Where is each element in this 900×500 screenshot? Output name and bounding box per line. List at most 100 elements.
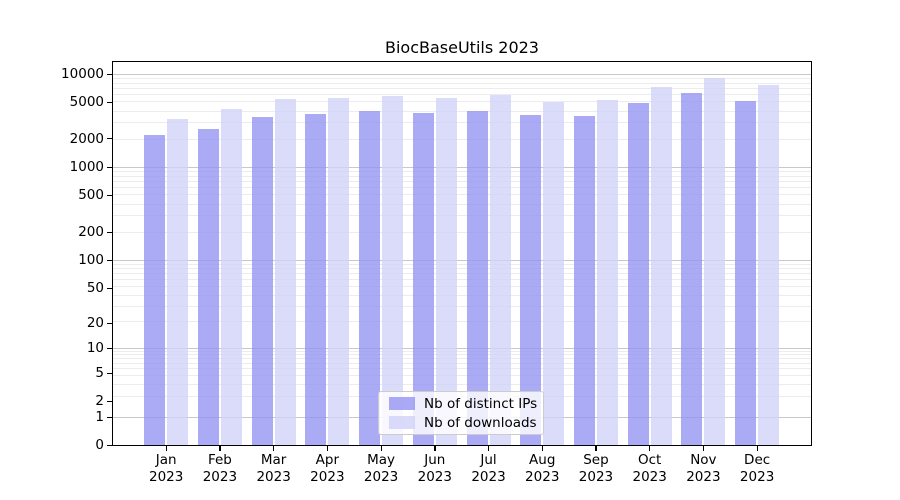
x-tick-label-may: May 2023 <box>363 452 399 485</box>
bar-downloads-aug <box>543 102 565 445</box>
y-tick-mark <box>107 231 113 233</box>
minor-gridline <box>113 180 811 182</box>
x-tick-label-feb: Feb 2023 <box>202 452 238 485</box>
minor-gridline <box>113 138 811 140</box>
x-tick-mark <box>380 446 382 451</box>
legend-label-downloads: Nb of downloads <box>424 414 537 431</box>
y-tick-label: 5 <box>95 365 104 381</box>
x-tick-label-apr: Apr 2023 <box>310 452 345 485</box>
minor-gridline <box>113 215 811 217</box>
bar-distinct-ips-mar <box>251 116 273 445</box>
minor-gridline <box>113 82 811 84</box>
bar-distinct-ips-feb <box>197 129 219 445</box>
minor-gridline <box>113 350 811 352</box>
y-tick-label: 200 <box>78 224 104 240</box>
x-tick-mark <box>165 446 167 451</box>
minor-gridline <box>113 279 811 281</box>
x-tick-mark <box>488 446 490 451</box>
minor-gridline <box>113 77 811 79</box>
chart-title: BiocBaseUtils 2023 <box>385 38 539 57</box>
bar-distinct-ips-jan <box>144 135 166 445</box>
y-tick-mark <box>107 138 113 140</box>
x-tick-label-jul: Jul 2023 <box>471 452 506 485</box>
bar-downloads-mar <box>274 98 296 445</box>
bar-downloads-feb <box>220 109 242 445</box>
y-tick-mark <box>107 194 113 196</box>
bar-distinct-ips-nov <box>681 93 703 445</box>
bar-downloads-oct <box>650 87 672 445</box>
y-tick-mark <box>107 101 113 103</box>
bar-distinct-ips-apr <box>305 114 327 445</box>
minor-gridline <box>113 175 811 177</box>
y-tick-label: 10000 <box>61 66 104 82</box>
bar-downloads-jul <box>489 95 511 445</box>
minor-gridline <box>113 374 811 376</box>
x-tick-label-nov: Nov 2023 <box>686 452 721 485</box>
minor-gridline <box>113 203 811 205</box>
x-tick-label-mar: Mar 2023 <box>256 452 291 485</box>
y-tick-label: 1000 <box>69 159 104 175</box>
minor-gridline <box>113 354 811 356</box>
y-tick-mark <box>107 400 113 402</box>
y-tick-label: 0 <box>95 437 104 453</box>
x-tick-mark <box>595 446 597 451</box>
y-tick-mark <box>107 73 113 75</box>
minor-gridline <box>113 170 811 172</box>
bar-downloads-apr <box>328 98 350 445</box>
bar-downloads-may <box>382 96 404 445</box>
bar-distinct-ips-jul <box>466 111 488 445</box>
minor-gridline <box>113 263 811 265</box>
y-tick-label: 100 <box>78 252 104 268</box>
bar-distinct-ips-oct <box>627 102 649 445</box>
x-tick-mark <box>649 446 651 451</box>
bar-downloads-sep <box>596 100 618 445</box>
y-tick-mark <box>107 259 113 261</box>
y-tick-mark <box>107 166 113 168</box>
major-gridline <box>113 73 811 75</box>
y-tick-mark <box>107 322 113 324</box>
bar-distinct-ips-sep <box>573 115 595 445</box>
minor-gridline <box>113 294 811 296</box>
legend: Nb of distinct IPs Nb of downloads <box>378 391 544 435</box>
y-tick-label: 5000 <box>69 94 104 110</box>
legend-label-distinct-ips: Nb of distinct IPs <box>424 395 538 412</box>
bar-distinct-ips-jun <box>412 113 434 445</box>
minor-gridline <box>113 358 811 360</box>
bar-downloads-jun <box>435 98 457 445</box>
x-tick-mark <box>273 446 275 451</box>
x-tick-mark <box>326 446 329 451</box>
y-tick-mark <box>107 347 113 349</box>
minor-gridline <box>113 383 811 385</box>
minor-gridline <box>113 187 811 189</box>
legend-item-downloads: Nb of downloads <box>379 415 543 431</box>
x-tick-label-dec: Dec 2023 <box>739 452 775 485</box>
x-tick-label-jan: Jan 2023 <box>149 452 184 485</box>
minor-gridline <box>113 321 811 322</box>
bar-distinct-ips-may <box>359 111 381 445</box>
major-gridline <box>113 166 811 168</box>
x-tick-mark <box>434 446 436 451</box>
minor-gridline <box>113 94 811 96</box>
minor-gridline <box>113 362 811 364</box>
major-gridline <box>113 347 811 349</box>
legend-swatch-distinct-ips <box>389 397 415 410</box>
bar-downloads-jan <box>167 118 189 445</box>
plot-area: Nb of distinct IPs Nb of downloads <box>112 61 812 446</box>
y-tick-label: 50 <box>86 280 104 296</box>
x-tick-mark <box>541 446 544 451</box>
minor-gridline <box>113 273 811 275</box>
y-tick-mark <box>107 287 113 289</box>
x-tick-mark <box>756 446 758 451</box>
x-tick-mark <box>702 446 705 451</box>
minor-gridline <box>113 110 811 112</box>
y-tick-label: 2 <box>95 393 104 409</box>
minor-gridline <box>113 285 811 287</box>
minor-gridline <box>113 87 811 89</box>
x-tick-label-sep: Sep 2023 <box>578 452 614 485</box>
minor-gridline <box>113 231 811 233</box>
y-tick-mark <box>107 372 113 374</box>
y-tick-label: 20 <box>86 315 104 331</box>
x-tick-label-jun: Jun 2023 <box>417 452 452 485</box>
y-tick-label: 1 <box>95 409 104 425</box>
